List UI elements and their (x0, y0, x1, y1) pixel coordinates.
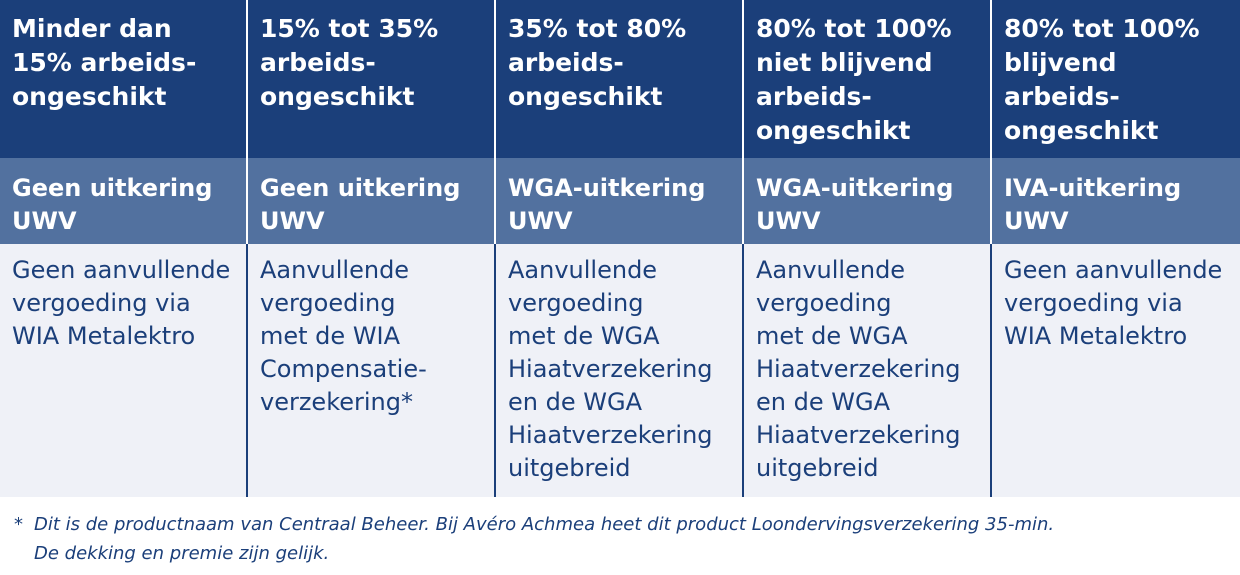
header-cell-3: 35% tot 80% arbeids- ongeschikt (496, 0, 744, 158)
header-cell-2: 15% tot 35% arbeids- ongeschikt (248, 0, 496, 158)
benefit-cell-3: WGA-uitkering UWV (496, 158, 744, 244)
benefit-cell-4: WGA-uitkering UWV (744, 158, 992, 244)
benefit-cell-1: Geen uitkering UWV (0, 158, 248, 244)
coverage-cell-2: Aanvullende vergoeding met de WIA Compen… (248, 244, 496, 497)
coverage-cell-1: Geen aanvullende vergoeding via WIA Meta… (0, 244, 248, 497)
coverage-cell-3: Aanvullende vergoeding met de WGA Hiaatv… (496, 244, 744, 497)
header-cell-4: 80% tot 100% niet blijvend arbeids- onge… (744, 0, 992, 158)
footnote-marker: * (14, 514, 23, 535)
coverage-cell-4: Aanvullende vergoeding met de WGA Hiaatv… (744, 244, 992, 497)
footnote-text: Dit is de productnaam van Centraal Behee… (34, 514, 1055, 564)
header-cell-5: 80% tot 100% blijvend arbeids- ongeschik… (992, 0, 1240, 158)
coverage-cell-5: Geen aanvullende vergoeding via WIA Meta… (992, 244, 1240, 497)
header-cell-1: Minder dan 15% arbeids- ongeschikt (0, 0, 248, 158)
benefit-cell-5: IVA-uitkering UWV (992, 158, 1240, 244)
footnote: * Dit is de productnaam van Centraal Beh… (14, 510, 1224, 568)
benefit-cell-2: Geen uitkering UWV (248, 158, 496, 244)
wia-coverage-table: Minder dan 15% arbeids- ongeschikt 15% t… (0, 0, 1240, 497)
